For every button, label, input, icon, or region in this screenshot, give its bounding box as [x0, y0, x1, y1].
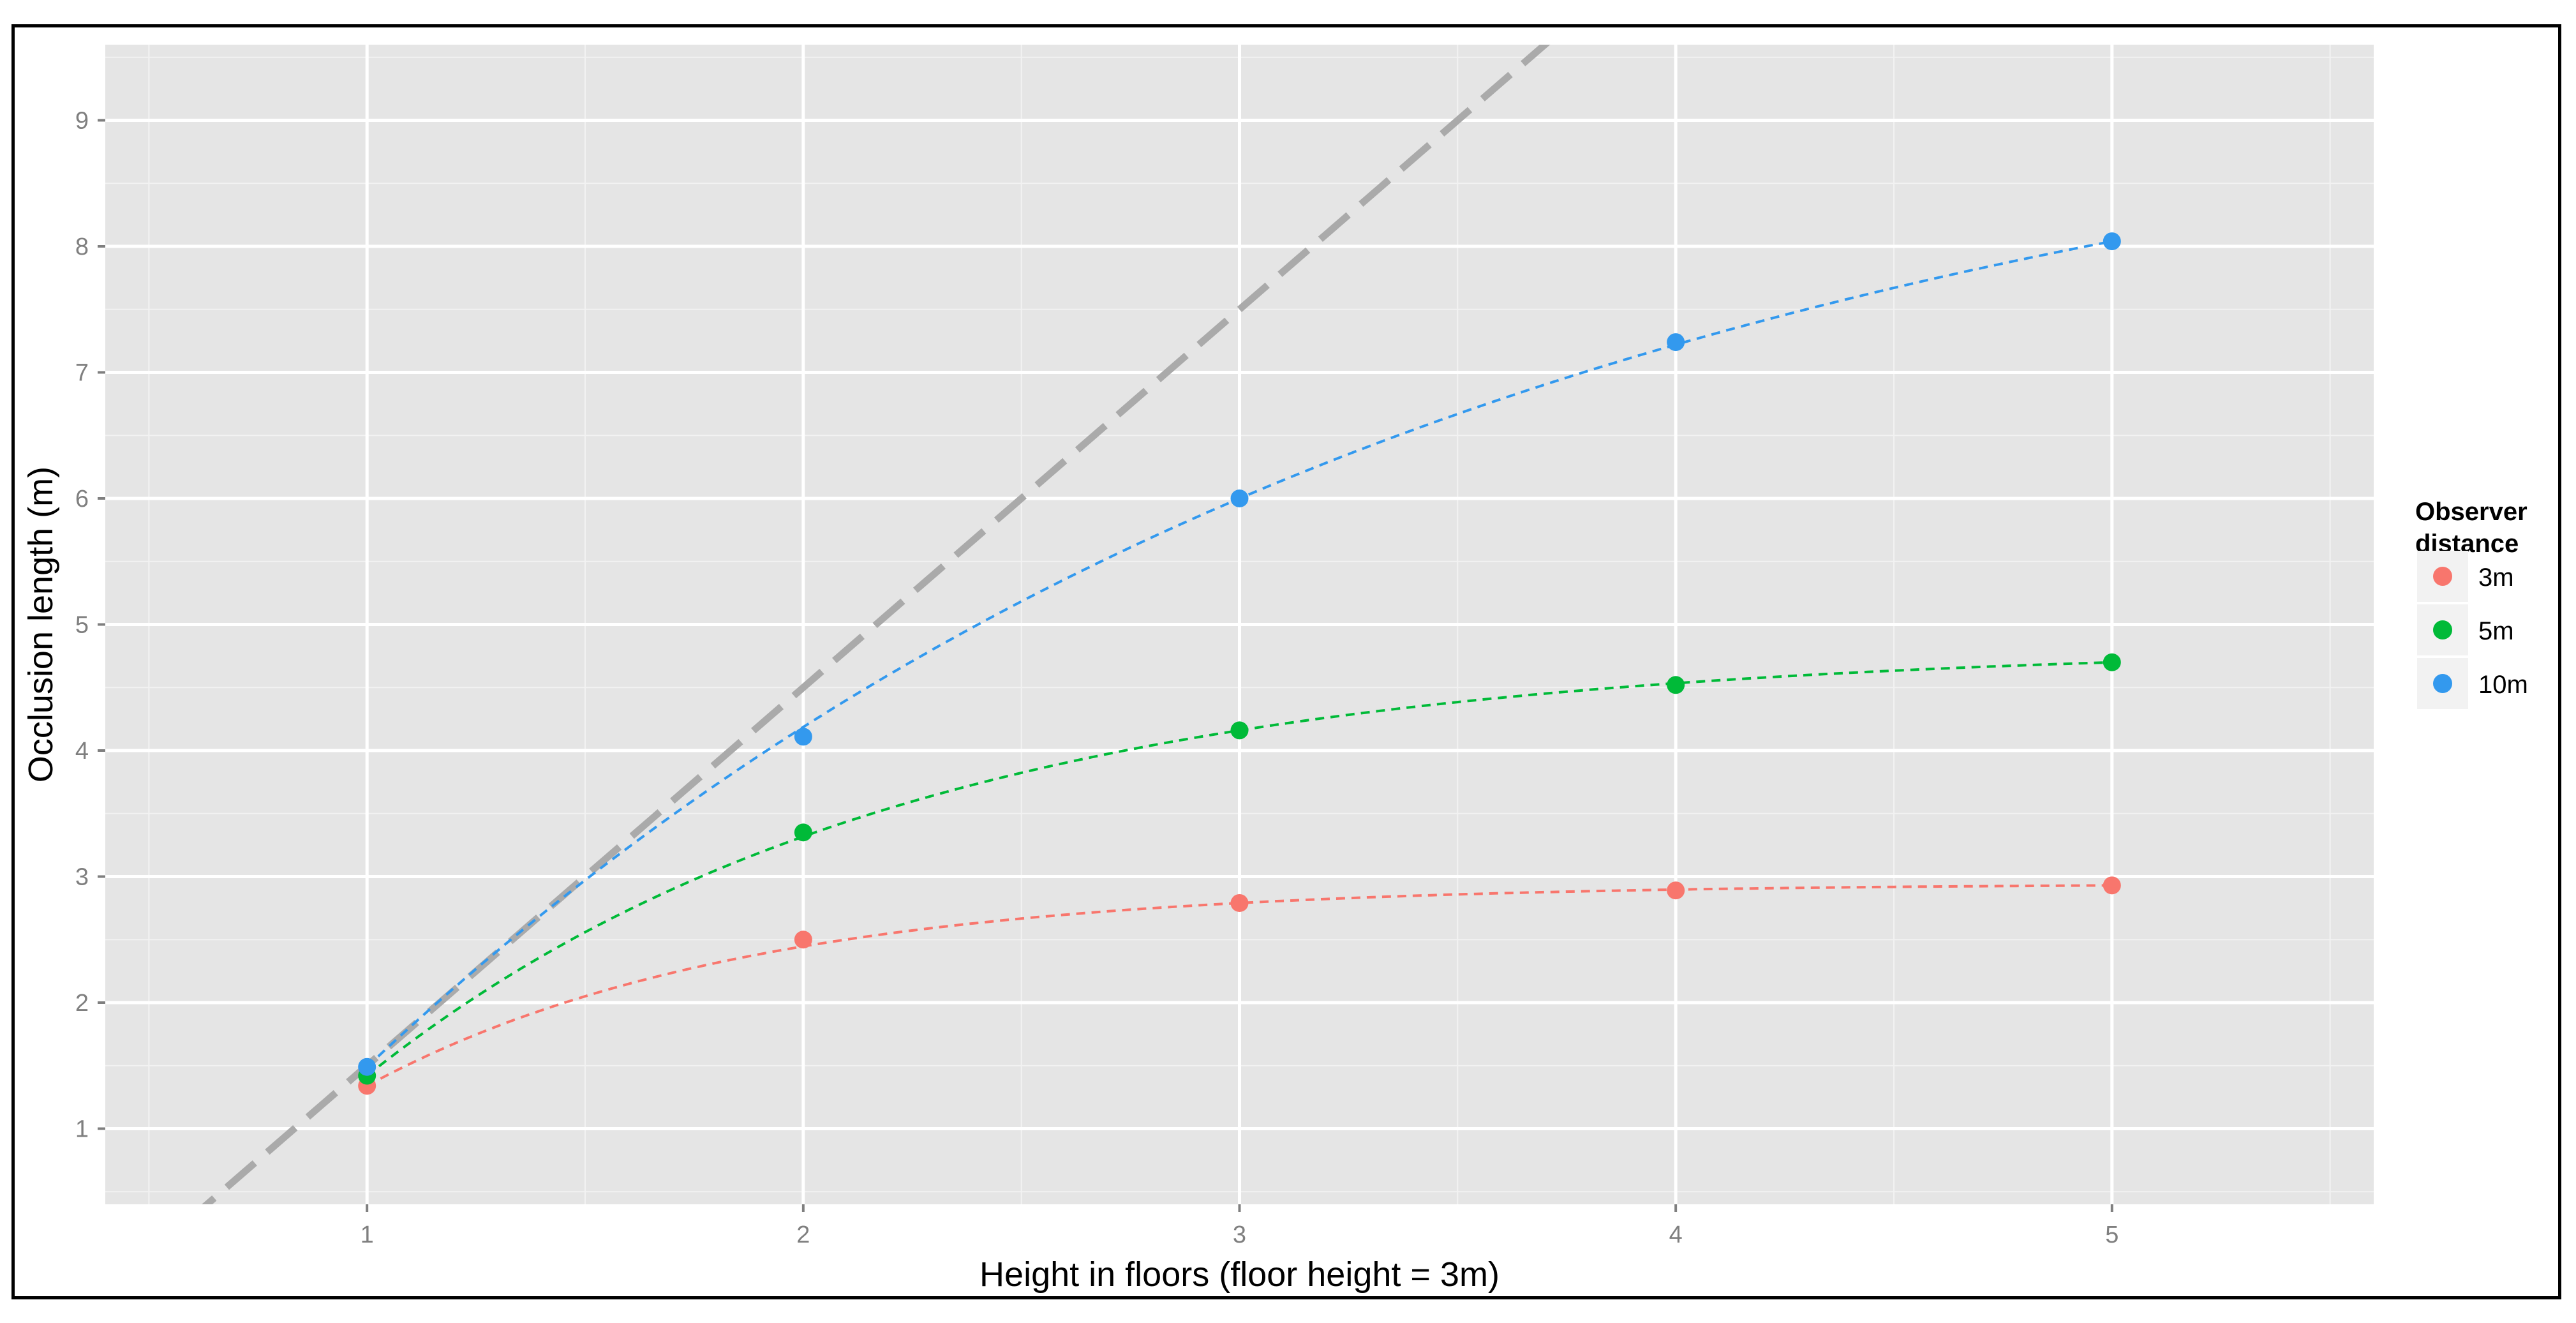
data-point-3m	[1667, 881, 1685, 900]
data-point-3m	[1230, 893, 1249, 912]
legend-label: 10m	[2478, 671, 2528, 699]
series-points	[358, 232, 2121, 1095]
y-tick-label: 4	[75, 738, 89, 765]
legend-key-5m	[2433, 620, 2452, 639]
y-tick-label: 5	[75, 612, 89, 639]
series-curve-3m	[366, 884, 2112, 1088]
data-point-5m	[1230, 721, 1249, 740]
x-tick-label: 2	[796, 1222, 810, 1248]
x-tick-label: 5	[2105, 1222, 2118, 1248]
data-point-10m	[1230, 490, 1249, 507]
x-axis-title: Height in floors (floor height = 3m)	[979, 1255, 1500, 1294]
y-tick-label: 1	[75, 1116, 89, 1143]
legend-title: Observer	[2415, 498, 2528, 526]
reference-line-group	[202, 45, 1551, 1204]
y-tick-label: 9	[75, 108, 89, 135]
legend-key-3m	[2433, 567, 2452, 586]
data-point-5m	[2103, 653, 2121, 671]
data-point-5m	[794, 823, 812, 842]
y-axis: 1 2 3 4 5 6 7 8 9	[75, 108, 105, 1143]
x-axis: 1 2 3 4 5	[361, 1204, 2118, 1248]
data-point-3m	[2103, 876, 2121, 895]
y-tick-label: 6	[75, 486, 89, 512]
data-point-10m	[794, 728, 812, 746]
data-point-10m	[358, 1058, 376, 1076]
x-tick-label: 3	[1233, 1222, 1246, 1248]
legend-key-10m	[2433, 674, 2452, 693]
y-tick-label: 8	[75, 234, 89, 260]
data-point-3m	[794, 931, 812, 949]
x-tick-label: 4	[1669, 1222, 1683, 1248]
data-point-5m	[1667, 676, 1685, 694]
reference-line	[202, 45, 1551, 1204]
legend-label: 5m	[2478, 617, 2514, 645]
data-point-10m	[1667, 333, 1685, 352]
series-curve-5m	[366, 661, 2112, 1077]
y-axis-title: Occlusion length (m)	[22, 467, 60, 782]
legend-label: 3m	[2478, 564, 2514, 592]
y-tick-label: 7	[75, 360, 89, 387]
x-tick-label: 1	[361, 1222, 374, 1248]
y-tick-label: 2	[75, 990, 89, 1017]
y-tick-label: 3	[75, 864, 89, 891]
data-point-10m	[2103, 232, 2121, 251]
